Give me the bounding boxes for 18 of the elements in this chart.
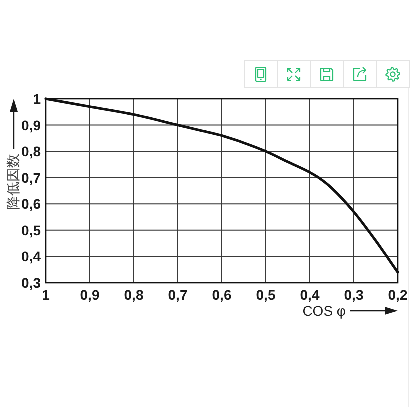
y-tick-label: 0,8 — [22, 144, 42, 160]
y-tick-label: 0,9 — [22, 117, 42, 134]
y-tick-label: 0,4 — [22, 248, 42, 265]
x-tick-label: 0,9 — [80, 287, 100, 303]
y-tick-label: 0,3 — [22, 275, 42, 291]
x-tick-label: 0,6 — [212, 287, 232, 303]
x-tick-label: 0,8 — [124, 287, 144, 303]
y-tick-label: 0,6 — [22, 196, 42, 212]
x-tick-label: 0,4 — [300, 287, 320, 303]
y-tick-label: 0,5 — [22, 222, 42, 238]
y-axis-title: 降低因数 — [5, 154, 21, 210]
x-tick-label: 0,3 — [344, 287, 364, 303]
x-tick-label: 0,2 — [388, 287, 408, 303]
x-axis-title: COS φ — [302, 303, 346, 319]
y-tick-label: 1 — [33, 91, 42, 107]
x-tick-label: 0,7 — [168, 287, 188, 303]
y-tick-label: 0,7 — [22, 170, 42, 186]
x-tick-label: 0,5 — [256, 287, 276, 303]
